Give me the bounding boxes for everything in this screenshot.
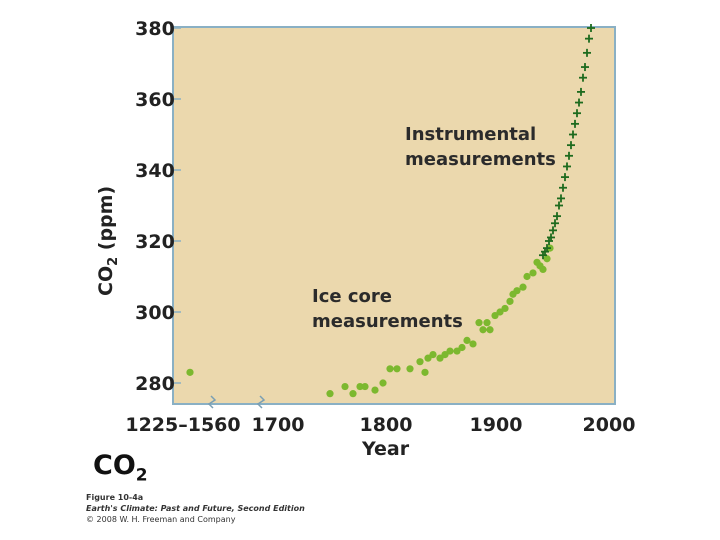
instrumental-point [553,212,561,221]
instrumental-point [579,73,587,82]
annotation-icecore-1: Ice core [312,286,392,307]
icecore-point [429,351,437,359]
icecore-point [406,365,414,373]
icecore-point [379,379,387,387]
instrumental-point [567,141,575,150]
y-tick-label: 360 [135,89,175,111]
y-axis-ticks: 280 300 320 340 360 380 [135,18,181,395]
icecore-point [421,368,429,376]
icecore-point [446,347,454,355]
instrumental-point [555,201,563,210]
icecore-point [463,336,471,344]
instrumental-point [563,162,571,171]
instrumental-point [583,48,591,57]
figure-caption: Figure 10-4a Earth's Climate: Past and F… [86,492,305,525]
icecore-point [453,347,461,355]
y-tick-label: 300 [135,302,175,324]
icecore-point [491,311,499,320]
icecore-point [483,319,491,327]
x-tick-label: 1900 [470,414,523,436]
icecore-point [496,308,504,316]
instrumental-point [551,219,559,228]
y-tick-label: 380 [135,18,175,40]
icecore-point [393,365,401,373]
x-axis-ticks: 1225–1560 1700 1800 1900 2000 [125,414,635,436]
instrumental-point [543,244,551,253]
icecore-point [386,365,394,373]
y-tick-label: 280 [135,373,175,395]
icecore-point [371,386,379,394]
icecore-point [469,340,477,348]
annotation-instrumental-2: measurements [405,149,556,170]
instrumental-point [575,98,583,107]
axis-break [207,395,266,409]
icecore-point [486,326,494,334]
icecore-point [458,343,466,352]
co2-label-main: CO [93,450,136,481]
y-axis-title-main: CO [95,266,117,296]
book-title: Earth's Climate: Past and Future, Second… [86,504,305,513]
icecore-point [523,272,531,281]
instrumental-point [573,109,581,118]
icecore-point [513,287,521,295]
instrumental-point [557,194,565,203]
icecore-point [361,382,369,391]
icecore-point [436,354,444,362]
axis-break-mark-left [207,395,217,409]
instrumental-point [571,119,579,128]
instrumental-point [547,233,555,242]
instrumental-point [549,226,557,235]
instrumental-point [561,173,569,182]
icecore-point [356,382,364,391]
axis-break-mark-right [256,395,266,409]
instrumental-point [559,183,567,192]
x-axis-title: Year [361,438,410,460]
icecore-point [416,358,424,366]
co2-label-sub: 2 [135,465,148,486]
instrumental-point [587,24,595,32]
annotation-icecore-2: measurements [312,311,463,332]
instrumental-point [565,151,573,160]
co2-label: CO2 [93,450,148,485]
data-points [186,24,595,398]
icecore-point [506,297,514,305]
icecore-point [186,368,194,376]
instrumental-point [585,34,593,43]
annotation-instrumental-1: Instrumental [405,124,536,145]
instrumental-point [577,87,585,96]
icecore-point [341,382,349,391]
icecore-point [349,390,357,398]
x-tick-label: 1225–1560 [125,414,240,436]
icecore-point [441,351,449,359]
icecore-point [519,283,527,291]
icecore-point [539,265,547,273]
icecore-point [475,319,483,327]
y-tick-label: 320 [135,231,175,253]
x-tick-label: 1700 [252,414,305,436]
icecore-point [529,269,537,277]
instrumental-point [581,63,589,72]
icecore-point [326,390,334,398]
x-tick-label: 2000 [583,414,636,436]
icecore-point [543,255,551,263]
y-axis-title-sub: 2 [106,257,121,266]
figure-label: Figure 10-4a [86,493,144,502]
icecore-point [424,354,432,362]
icecore-point [501,304,509,313]
y-axis-title-unit: (ppm) [95,186,117,257]
instrumental-point [569,130,577,139]
y-tick-label: 340 [135,160,175,182]
plot-background [172,26,616,405]
y-axis-title: CO2 (ppm) [95,186,121,296]
copyright: © 2008 W. H. Freeman and Company [86,515,236,524]
x-tick-label: 1800 [360,414,413,436]
icecore-point [479,326,487,334]
